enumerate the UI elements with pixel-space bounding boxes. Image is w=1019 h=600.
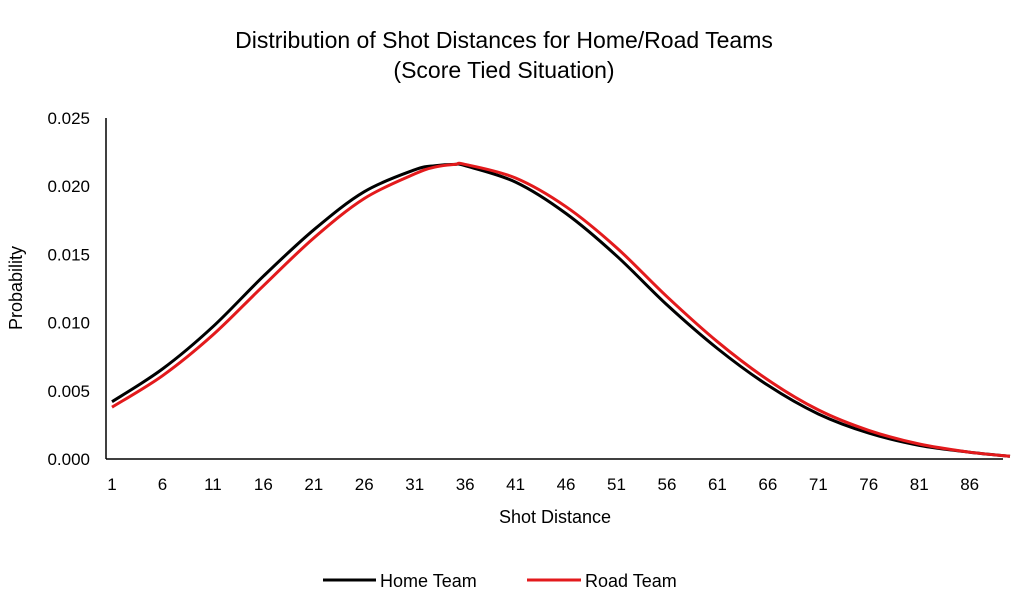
x-tick-label: 66 — [758, 475, 777, 494]
chart-title: Distribution of Shot Distances for Home/… — [235, 27, 773, 53]
chart-subtitle: (Score Tied Situation) — [393, 57, 614, 83]
x-axis-ticks: 1 6 11 16 21 26 31 36 41 46 51 56 61 66 71 76 81 86 — [107, 475, 979, 494]
y-tick-label: 0.025 — [47, 109, 90, 128]
legend-label-road-team: Road Team — [585, 571, 677, 591]
x-tick-label: 86 — [960, 475, 979, 494]
x-tick-label: 36 — [456, 475, 475, 494]
x-tick-label: 6 — [158, 475, 167, 494]
x-tick-label: 16 — [254, 475, 273, 494]
y-axis-ticks: 0.000 0.005 0.010 0.015 0.020 0.025 — [47, 109, 90, 469]
x-tick-label: 56 — [657, 475, 676, 494]
series-line-road-team — [111, 161, 1011, 458]
legend-label-home-team: Home Team — [380, 571, 477, 591]
y-tick-label: 0.020 — [47, 177, 90, 196]
x-tick-label: 51 — [607, 475, 626, 494]
x-tick-label: 71 — [809, 475, 828, 494]
y-tick-label: 0.010 — [47, 314, 90, 333]
x-tick-label: 11 — [204, 475, 222, 494]
x-tick-label: 21 — [304, 475, 323, 494]
y-tick-label: 0.015 — [47, 245, 90, 264]
x-tick-label: 26 — [355, 475, 374, 494]
x-tick-label: 46 — [557, 475, 576, 494]
y-tick-label: 0.000 — [47, 450, 90, 469]
x-axis-label: Shot Distance — [499, 507, 611, 527]
series-lines — [111, 161, 1011, 458]
y-axis-label: Probability — [6, 246, 26, 330]
x-tick-label: 61 — [708, 475, 727, 494]
x-tick-label: 76 — [859, 475, 878, 494]
y-tick-label: 0.005 — [47, 382, 90, 401]
x-tick-label: 31 — [405, 475, 424, 494]
series-line-home-team — [111, 162, 1011, 458]
x-tick-label: 41 — [506, 475, 525, 494]
legend: Home Team Road Team — [323, 571, 677, 591]
x-tick-label: 81 — [910, 475, 929, 494]
x-tick-label: 1 — [107, 475, 116, 494]
